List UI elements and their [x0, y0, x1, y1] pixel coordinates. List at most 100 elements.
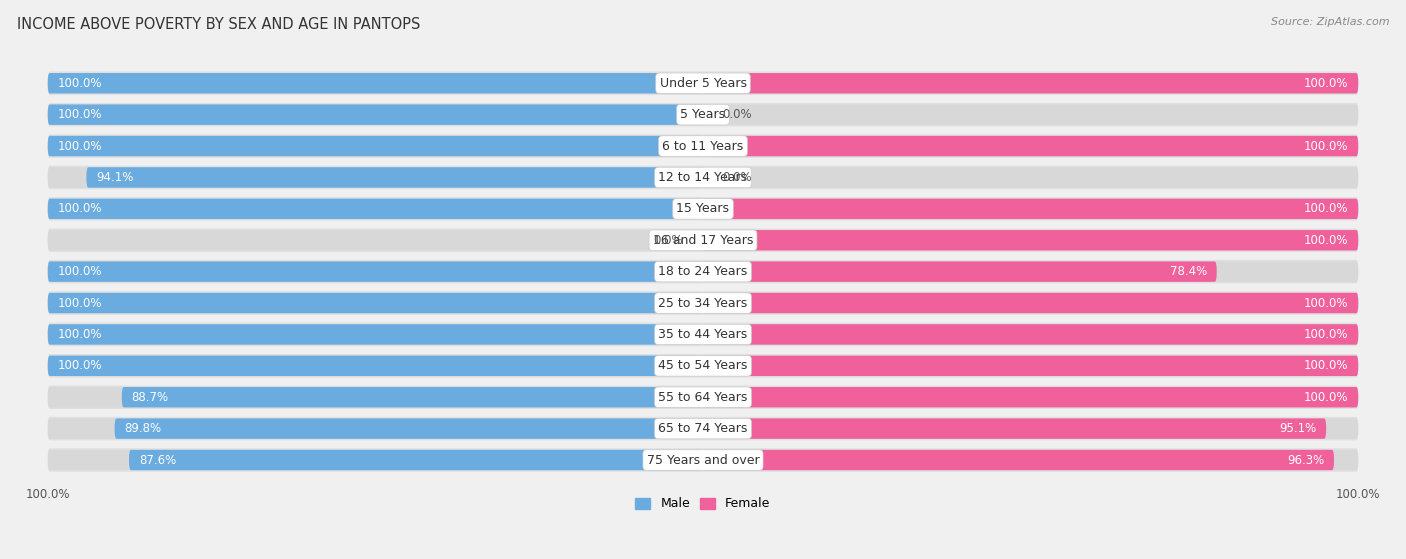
FancyBboxPatch shape [48, 198, 703, 219]
FancyBboxPatch shape [48, 197, 1358, 221]
FancyBboxPatch shape [48, 134, 1358, 158]
FancyBboxPatch shape [48, 165, 1358, 190]
FancyBboxPatch shape [48, 356, 703, 376]
FancyBboxPatch shape [703, 136, 1358, 157]
Text: 100.0%: 100.0% [58, 77, 103, 90]
FancyBboxPatch shape [122, 387, 703, 408]
FancyBboxPatch shape [703, 356, 1358, 376]
FancyBboxPatch shape [48, 356, 703, 376]
FancyBboxPatch shape [48, 73, 703, 93]
FancyBboxPatch shape [703, 262, 1358, 282]
FancyBboxPatch shape [703, 450, 1358, 470]
FancyBboxPatch shape [703, 230, 1358, 250]
Text: 94.1%: 94.1% [96, 171, 134, 184]
Text: 0.0%: 0.0% [654, 234, 683, 247]
FancyBboxPatch shape [703, 450, 1334, 470]
Text: 25 to 34 Years: 25 to 34 Years [658, 296, 748, 310]
FancyBboxPatch shape [703, 419, 1326, 439]
FancyBboxPatch shape [48, 419, 703, 439]
FancyBboxPatch shape [703, 293, 1358, 313]
FancyBboxPatch shape [48, 136, 703, 157]
FancyBboxPatch shape [48, 262, 703, 282]
Text: 0.0%: 0.0% [723, 171, 752, 184]
FancyBboxPatch shape [48, 386, 1358, 409]
Text: 87.6%: 87.6% [139, 453, 176, 467]
FancyBboxPatch shape [48, 293, 703, 313]
FancyBboxPatch shape [703, 105, 1358, 125]
FancyBboxPatch shape [48, 387, 703, 408]
Legend: Male, Female: Male, Female [630, 492, 776, 515]
Text: 88.7%: 88.7% [132, 391, 169, 404]
FancyBboxPatch shape [48, 417, 1358, 440]
FancyBboxPatch shape [86, 167, 703, 188]
Text: 100.0%: 100.0% [58, 140, 103, 153]
Text: Under 5 Years: Under 5 Years [659, 77, 747, 90]
Text: 16 and 17 Years: 16 and 17 Years [652, 234, 754, 247]
FancyBboxPatch shape [48, 198, 703, 219]
FancyBboxPatch shape [48, 72, 1358, 95]
Text: 15 Years: 15 Years [676, 202, 730, 215]
Text: 12 to 14 Years: 12 to 14 Years [658, 171, 748, 184]
Text: 95.1%: 95.1% [1279, 422, 1316, 435]
FancyBboxPatch shape [48, 105, 703, 125]
Text: 100.0%: 100.0% [1303, 391, 1348, 404]
FancyBboxPatch shape [48, 229, 1358, 252]
FancyBboxPatch shape [703, 73, 1358, 93]
Text: 100.0%: 100.0% [58, 359, 103, 372]
Text: 100.0%: 100.0% [1303, 202, 1348, 215]
Text: 65 to 74 Years: 65 to 74 Years [658, 422, 748, 435]
Text: 0.0%: 0.0% [723, 108, 752, 121]
FancyBboxPatch shape [703, 73, 1358, 93]
Text: 100.0%: 100.0% [58, 265, 103, 278]
FancyBboxPatch shape [48, 324, 703, 345]
FancyBboxPatch shape [48, 448, 1358, 472]
FancyBboxPatch shape [48, 291, 1358, 315]
Text: 75 Years and over: 75 Years and over [647, 453, 759, 467]
Text: 45 to 54 Years: 45 to 54 Years [658, 359, 748, 372]
Text: 100.0%: 100.0% [58, 202, 103, 215]
FancyBboxPatch shape [703, 136, 1358, 157]
FancyBboxPatch shape [48, 450, 703, 470]
Text: 100.0%: 100.0% [1303, 140, 1348, 153]
Text: 100.0%: 100.0% [1303, 328, 1348, 341]
FancyBboxPatch shape [48, 260, 1358, 283]
FancyBboxPatch shape [703, 293, 1358, 313]
Text: INCOME ABOVE POVERTY BY SEX AND AGE IN PANTOPS: INCOME ABOVE POVERTY BY SEX AND AGE IN P… [17, 17, 420, 32]
FancyBboxPatch shape [703, 262, 1216, 282]
FancyBboxPatch shape [703, 324, 1358, 345]
FancyBboxPatch shape [48, 293, 703, 313]
FancyBboxPatch shape [48, 105, 703, 125]
FancyBboxPatch shape [703, 198, 1358, 219]
FancyBboxPatch shape [48, 167, 703, 188]
FancyBboxPatch shape [129, 450, 703, 470]
Text: 5 Years: 5 Years [681, 108, 725, 121]
Text: 18 to 24 Years: 18 to 24 Years [658, 265, 748, 278]
FancyBboxPatch shape [48, 73, 703, 93]
FancyBboxPatch shape [48, 103, 1358, 126]
Text: 55 to 64 Years: 55 to 64 Years [658, 391, 748, 404]
Text: 100.0%: 100.0% [58, 328, 103, 341]
FancyBboxPatch shape [48, 324, 703, 345]
FancyBboxPatch shape [703, 419, 1358, 439]
FancyBboxPatch shape [703, 230, 1358, 250]
Text: 96.3%: 96.3% [1286, 453, 1324, 467]
FancyBboxPatch shape [703, 387, 1358, 408]
Text: 6 to 11 Years: 6 to 11 Years [662, 140, 744, 153]
FancyBboxPatch shape [48, 354, 1358, 377]
FancyBboxPatch shape [703, 356, 1358, 376]
Text: 89.8%: 89.8% [124, 422, 162, 435]
FancyBboxPatch shape [115, 419, 703, 439]
FancyBboxPatch shape [48, 323, 1358, 346]
Text: 100.0%: 100.0% [1303, 296, 1348, 310]
FancyBboxPatch shape [703, 198, 1358, 219]
FancyBboxPatch shape [48, 262, 703, 282]
Text: 100.0%: 100.0% [58, 108, 103, 121]
FancyBboxPatch shape [703, 167, 1358, 188]
Text: 100.0%: 100.0% [1303, 77, 1348, 90]
Text: 100.0%: 100.0% [58, 296, 103, 310]
Text: 100.0%: 100.0% [1303, 234, 1348, 247]
FancyBboxPatch shape [48, 136, 703, 157]
FancyBboxPatch shape [703, 387, 1358, 408]
Text: Source: ZipAtlas.com: Source: ZipAtlas.com [1271, 17, 1389, 27]
FancyBboxPatch shape [703, 324, 1358, 345]
